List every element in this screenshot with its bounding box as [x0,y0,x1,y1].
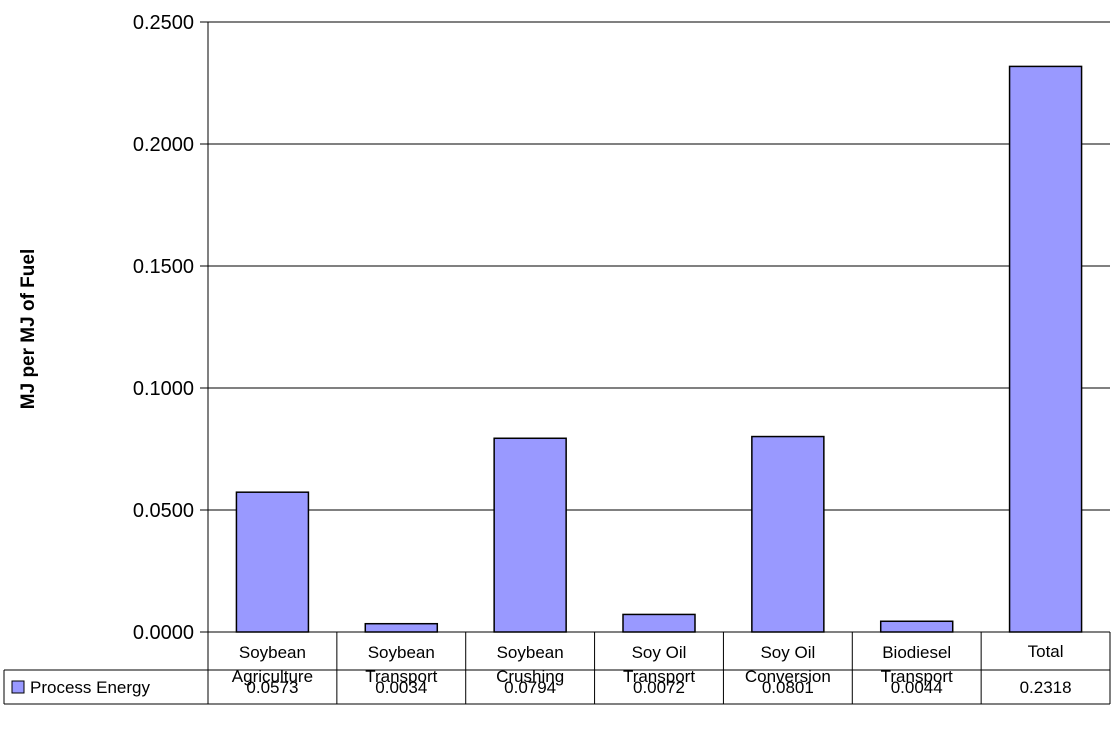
bar [751,435,825,633]
gridlines [208,21,1110,511]
y-tick-label: 0.1500 [133,256,194,278]
data-label: 0.0573 [246,678,298,697]
legend-label: Process Energy [30,678,150,697]
data-label: 0.0801 [762,678,814,697]
x-tick-label: Total [1028,642,1064,661]
bar [879,620,954,633]
bar [493,437,567,633]
bar [364,622,439,633]
x-tick-label: Soybean Transport [365,643,437,686]
bar [622,613,696,633]
y-tick-label: 0.2000 [133,134,194,156]
x-tick-label: Soy Oil Conversion [745,643,831,686]
bar [235,491,310,633]
data-table: Soybean Agriculture Soybean Transport Soybea… [3,632,1111,705]
y-axis: 0.0000 0.0500 0.1000 0.1500 0.2000 0.2500 [133,12,1110,704]
data-label: 0.0034 [375,678,427,697]
x-tick-label: Soybean Agriculture [232,643,313,686]
bars [235,65,1083,633]
legend-swatch [11,680,25,694]
y-axis-title: MJ per MJ of Fuel [18,249,39,409]
data-label: 0.2318 [1020,678,1072,697]
data-label: 0.0044 [891,678,943,697]
x-tick-label: Soy Oil Transport [623,643,695,686]
x-tick-label: Biodiesel Transport [881,643,953,686]
data-label: 0.0794 [504,678,556,697]
bar [1008,65,1083,633]
data-label: 0.0072 [633,678,685,697]
y-tick-label: 0.0000 [133,622,194,644]
x-tick-label: Soybean Crushing [496,643,564,686]
y-tick-label: 0.1000 [133,378,194,400]
y-tick-label: 0.2500 [133,12,194,34]
y-tick-label: 0.0500 [133,500,194,522]
